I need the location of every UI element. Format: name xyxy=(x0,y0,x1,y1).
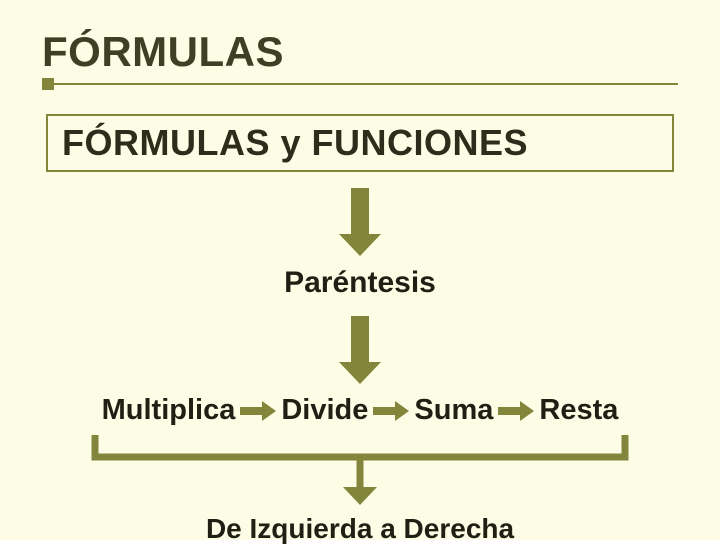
bracket-connector xyxy=(42,431,678,511)
page-title: FÓRMULAS xyxy=(42,28,678,76)
arrow-down-icon xyxy=(335,186,385,258)
parenthesis-label: Paréntesis xyxy=(42,266,678,300)
arrow-down-icon xyxy=(335,314,385,386)
arrow-right-icon xyxy=(239,400,277,422)
bracket-down-icon xyxy=(42,431,678,511)
operations-row: Multiplica Divide Suma Resta xyxy=(42,394,678,427)
arrow-down-1 xyxy=(42,186,678,258)
rule-line xyxy=(42,83,678,85)
op-suma: Suma xyxy=(414,394,493,427)
op-resta: Resta xyxy=(539,394,618,427)
op-divide: Divide xyxy=(281,394,368,427)
arrow-right-icon xyxy=(497,400,535,422)
op-multiplica: Multiplica xyxy=(102,394,236,427)
arrow-down-2 xyxy=(42,314,678,386)
final-label: De Izquierda a Derecha xyxy=(42,513,678,545)
title-rule xyxy=(42,82,678,86)
slide: FÓRMULAS FÓRMULAS y FUNCIONES Paréntesis… xyxy=(0,0,720,540)
banner-box: FÓRMULAS y FUNCIONES xyxy=(46,114,674,172)
arrow-right-icon xyxy=(372,400,410,422)
